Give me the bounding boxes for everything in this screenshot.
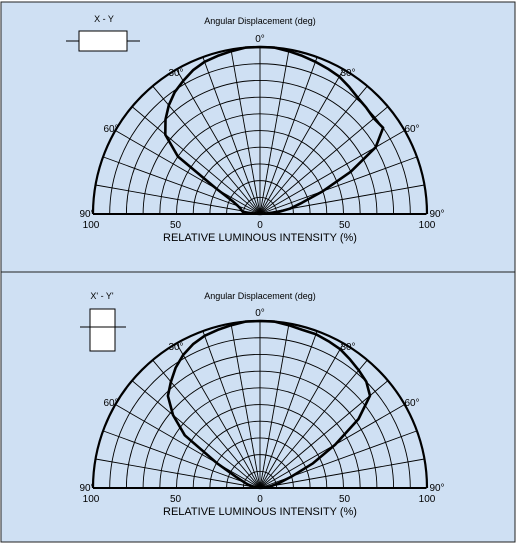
grid-spoke: [259, 380, 389, 489]
orientation-icon: X' - Y': [80, 291, 126, 352]
grid-spoke: [259, 343, 344, 489]
radial-tick-label: 50: [339, 494, 351, 505]
angle-label: 60°: [404, 124, 419, 135]
grid-spoke: [102, 430, 261, 489]
grid-spoke: [115, 404, 261, 489]
radial-tick-label: 0: [257, 494, 263, 505]
intensity-curve: [164, 45, 385, 216]
angle-label: 30°: [168, 342, 183, 353]
grid-spoke: [259, 359, 368, 489]
orientation-label: X' - Y': [90, 291, 114, 301]
intensity-curve: [166, 319, 372, 490]
grid-spoke: [259, 130, 405, 215]
angle-label: 90°: [79, 209, 94, 220]
grid-spoke: [259, 106, 389, 215]
angle-label: 90°: [79, 483, 94, 494]
grid-spoke: [152, 85, 261, 215]
grid-spoke: [259, 330, 318, 489]
angle-label: 60°: [103, 124, 118, 135]
grid-spoke: [202, 56, 261, 215]
radial-tick-label: 100: [83, 220, 100, 231]
chart-title: Angular Displacement (deg): [204, 16, 316, 26]
grid-spoke: [202, 330, 261, 489]
polar-panel-1: Angular Displacement (deg) 0° 30° 30° 60° 60°…: [0, 1, 516, 273]
grid-spoke: [115, 130, 261, 215]
angle-label: 0°: [255, 34, 265, 45]
grid-spoke: [259, 156, 418, 215]
x-axis-label: RELATIVE LUMINOUS INTENSITY (%): [163, 232, 357, 244]
angle-label: 60°: [404, 398, 419, 409]
angle-label: 90°: [429, 483, 444, 494]
grid-spoke: [176, 343, 261, 489]
radial-tick-label: 100: [419, 220, 436, 231]
angle-label: 60°: [103, 398, 118, 409]
radial-tick-label: 100: [83, 494, 100, 505]
polar-panel-2: Angular Displacement (deg) 0° 30° 30° 60° 60°…: [0, 271, 516, 543]
grid-spoke: [230, 49, 261, 215]
grid-spoke: [259, 56, 318, 215]
angle-label: 30°: [168, 68, 183, 79]
chart-title: Angular Displacement (deg): [204, 291, 316, 301]
grid-spoke: [102, 156, 261, 215]
orientation-box: [78, 30, 128, 52]
grid-spoke: [259, 323, 290, 489]
radial-tick-label: 50: [170, 220, 182, 231]
radial-tick-label: 0: [257, 220, 263, 231]
grid-spoke: [259, 49, 290, 215]
grid-spoke: [259, 458, 425, 489]
radial-tick-label: 50: [170, 494, 182, 505]
panel-background: [0, 271, 516, 543]
orientation-label: X - Y: [94, 14, 114, 24]
orientation-icon: X - Y: [66, 14, 140, 52]
orientation-box: [89, 308, 116, 352]
angle-label: 90°: [429, 209, 444, 220]
grid-spoke: [230, 323, 261, 489]
angle-label: 30°: [340, 68, 355, 79]
grid-spoke: [95, 458, 261, 489]
angle-label: 0°: [255, 308, 265, 319]
grid-spoke: [259, 85, 368, 215]
radial-tick-label: 100: [419, 494, 436, 505]
x-axis-label: RELATIVE LUMINOUS INTENSITY (%): [163, 506, 357, 518]
grid-spoke: [176, 69, 261, 215]
grid-spoke: [131, 380, 261, 489]
grid-spoke: [131, 106, 261, 215]
angle-label: 30°: [340, 342, 355, 353]
grid-spoke: [259, 69, 344, 215]
radial-tick-label: 50: [339, 220, 351, 231]
grid-spoke: [95, 184, 261, 215]
